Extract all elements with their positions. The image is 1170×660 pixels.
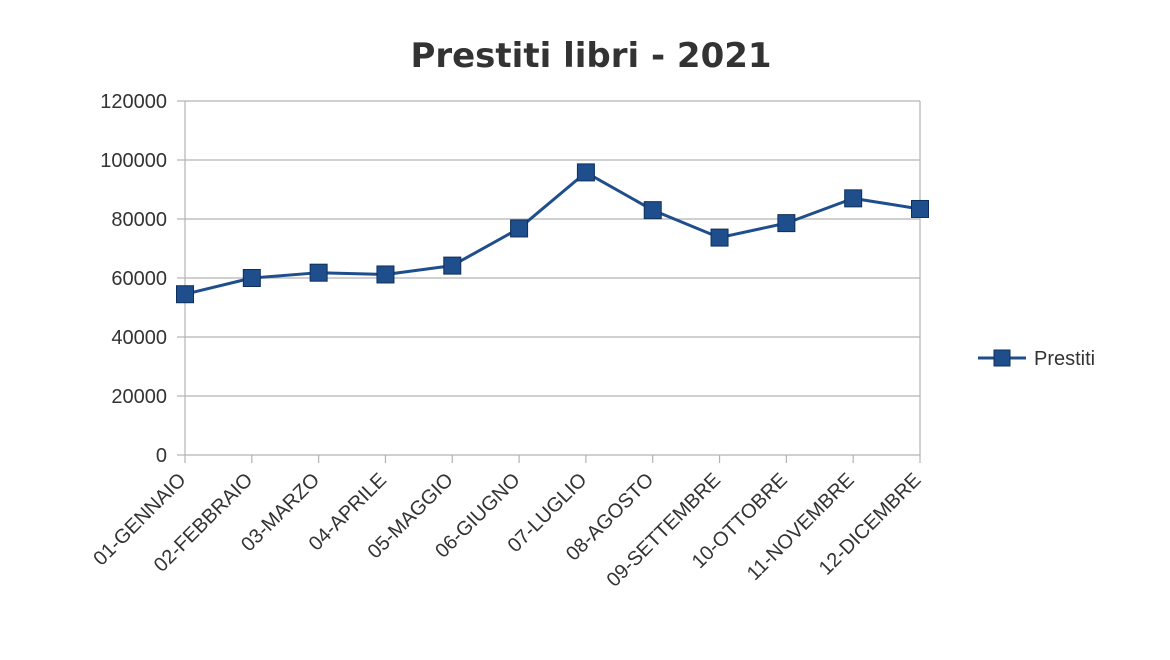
grid-lines — [185, 100, 920, 456]
data-point-marker — [911, 199, 929, 218]
legend-swatch-marker — [993, 349, 1011, 367]
data-point-marker — [510, 219, 529, 238]
data-point-marker — [576, 163, 595, 182]
data-point-marker — [242, 269, 261, 287]
x-tick-label: 09-SETTEMBRE — [603, 469, 725, 591]
y-tick-label: 40000 — [111, 327, 167, 349]
series-line — [184, 170, 921, 296]
x-tick-labels: 01-GENNAIO02-FEBBRAIO03-MARZO04-APRILE05… — [89, 469, 925, 591]
legend-label: Prestiti — [1034, 348, 1095, 370]
legend: Prestiti — [978, 348, 1095, 370]
y-tick-label: 80000 — [111, 209, 167, 231]
y-tick-label: 20000 — [111, 386, 167, 408]
data-point-marker — [309, 263, 328, 282]
y-tick-label: 0 — [156, 445, 167, 467]
data-point-marker — [710, 228, 729, 247]
data-point-marker — [176, 285, 194, 304]
data-point-marker — [643, 201, 662, 220]
y-tick-labels: 0 20000 40000 60000 80000 100000 120000 — [100, 91, 167, 467]
y-tick-label: 120000 — [100, 91, 167, 113]
data-point-marker — [777, 214, 796, 233]
series-prestiti — [176, 163, 929, 304]
chart-title: Prestiti libri - 2021 — [410, 36, 772, 76]
y-tick-label: 100000 — [100, 150, 167, 172]
data-point-marker — [844, 189, 863, 208]
axes — [177, 100, 921, 463]
data-point-marker — [443, 256, 462, 275]
y-tick-label: 60000 — [111, 268, 167, 290]
data-point-marker — [376, 265, 395, 284]
